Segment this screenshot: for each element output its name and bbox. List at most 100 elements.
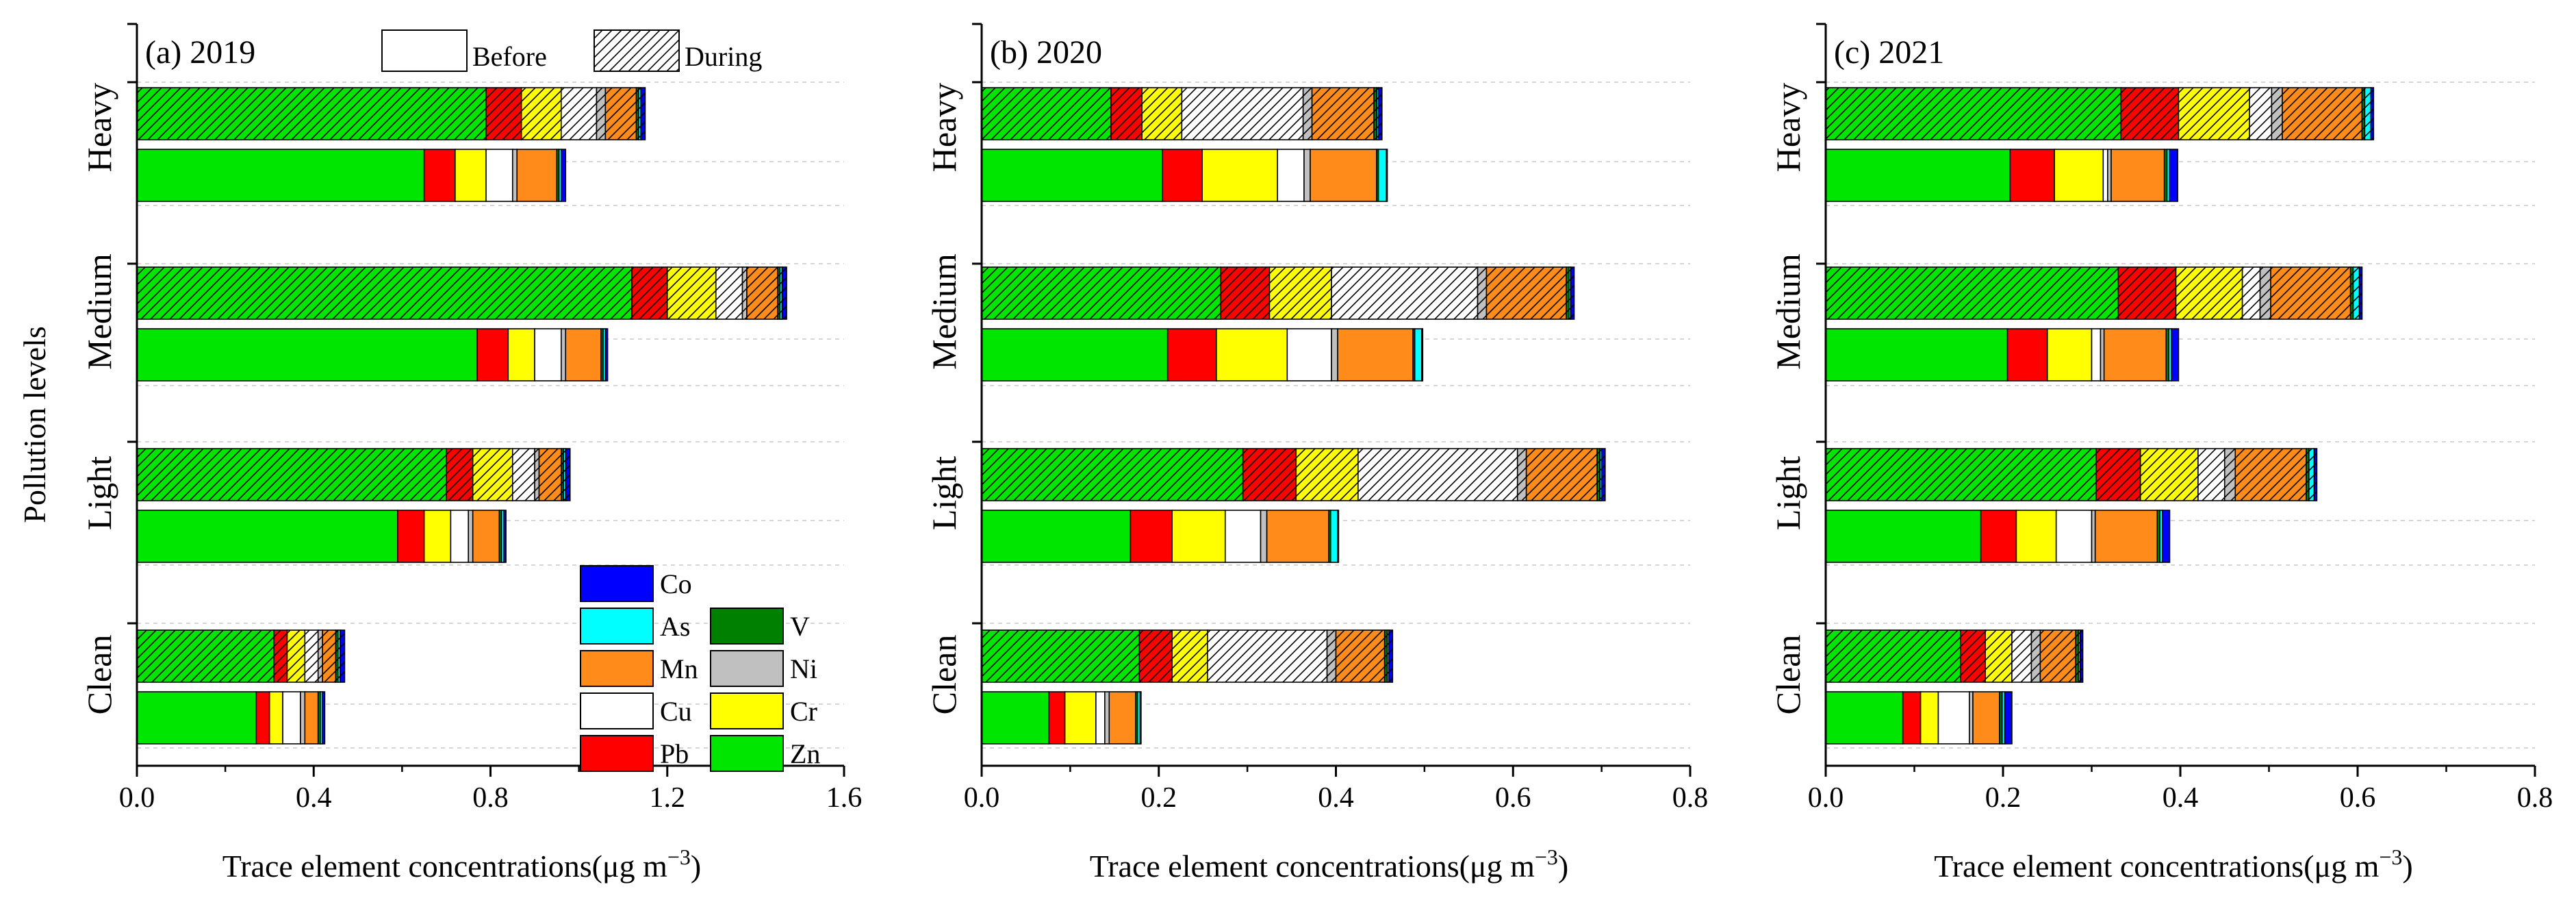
- panel-2: Heavy Medium Light Clean 0.0 0.2 0.4 0.6 0.8 (b) …: [925, 23, 1708, 884]
- legend-pb-swatch: [580, 735, 654, 772]
- legend-co-label: Co: [660, 568, 692, 599]
- x-tick-label: 0.0: [964, 782, 1000, 814]
- x-tick-label: 0.2: [1985, 782, 2022, 814]
- bar-hatch-v: [2350, 267, 2354, 319]
- x-tick-label: 0.2: [1141, 782, 1177, 814]
- bar-hatch-v: [561, 449, 564, 501]
- bar-hatch-cu: [1357, 449, 1518, 501]
- bar-hatch-cr: [1985, 630, 2012, 682]
- bar-segment-cr: [2015, 510, 2057, 563]
- legend-before-swatch: [381, 29, 468, 72]
- bar-segment-cr: [1201, 149, 1278, 202]
- x-tick-label: 0.0: [119, 782, 155, 814]
- bar-segment-co: [1139, 691, 1142, 745]
- category-label: Medium: [1769, 253, 1807, 370]
- bar-hatch-pb: [2118, 267, 2176, 319]
- bar-segment-zn: [1825, 149, 2011, 202]
- legend-cu-swatch: [580, 692, 654, 729]
- bar-hatch-v: [2076, 630, 2079, 682]
- bar-segment-cu: [1937, 691, 1970, 745]
- legend-before-label: Before: [472, 41, 547, 72]
- bar-segment-cr: [1171, 510, 1226, 563]
- bar-hatch-co: [2371, 88, 2374, 140]
- bar-hatch-as: [1377, 88, 1379, 140]
- bar-segment-zn: [136, 328, 478, 382]
- x-tick-label: 0.6: [1495, 782, 1531, 814]
- bar-segment-cu: [1095, 691, 1106, 745]
- bar-hatch-cr: [667, 267, 716, 319]
- bar-segment-co: [2004, 691, 2013, 745]
- bar-hatch-as: [337, 630, 340, 682]
- bar-segment-mn: [2110, 149, 2165, 202]
- bar-segment-zn: [981, 328, 1169, 382]
- x-tick-label: 0.4: [2163, 782, 2199, 814]
- category-label: Heavy: [80, 83, 118, 173]
- bar-segment-co: [2171, 328, 2180, 382]
- bar-segment-zn: [136, 149, 425, 202]
- bar-hatch-mn: [322, 630, 336, 682]
- legend-zn-swatch: [710, 735, 784, 772]
- bar-hatch-co: [2080, 630, 2083, 682]
- bar-hatch-cr: [1269, 267, 1332, 319]
- bar-hatch-mn: [1336, 630, 1385, 682]
- bar-hatch-ni: [1303, 88, 1312, 140]
- legend-cr-swatch: [710, 692, 784, 729]
- bar-segment-pb: [255, 691, 270, 745]
- bar-segment-co: [1421, 328, 1424, 382]
- bar-hatch-v: [636, 88, 639, 140]
- legend-pb-label: Pb: [660, 738, 689, 769]
- bar-segment-pb: [1048, 691, 1066, 745]
- bar-segment-cu: [485, 149, 513, 202]
- x-tick-label: 0.6: [2340, 782, 2376, 814]
- bar-hatch-co: [1378, 88, 1382, 140]
- panel-1: Heavy Medium Light Clean 0.0 0.4 0.8 1.2 1.6 (a) …: [80, 23, 862, 884]
- x-tick-label: 0.8: [472, 782, 509, 814]
- bar-segment-pb: [1980, 510, 2017, 563]
- bar-segment-mn: [472, 510, 500, 563]
- bar-segment-zn: [1825, 328, 2008, 382]
- bar-segment-cu: [2055, 510, 2093, 563]
- bar-segment-cr: [423, 510, 452, 563]
- bar-segment-co: [322, 691, 326, 745]
- bar-hatch-zn: [982, 449, 1243, 501]
- bar-hatch-cu: [1182, 88, 1303, 140]
- legend-ni-swatch: [710, 650, 784, 687]
- bar-hatch-cr: [521, 88, 561, 140]
- bar-segment-mn: [565, 328, 602, 382]
- bar-hatch-cr: [1172, 630, 1208, 682]
- bar-hatch-cu: [2197, 449, 2225, 501]
- category-label: Light: [80, 456, 118, 530]
- bar-segment-co: [2162, 510, 2171, 563]
- bar-hatch-co: [1570, 267, 1574, 319]
- x-axis-title: Trace element concentrations(μg m−3): [1090, 845, 1569, 884]
- bar-segment-zn: [981, 510, 1132, 563]
- legend-cu-label: Cu: [660, 696, 692, 727]
- bar-segment-co: [604, 328, 609, 382]
- bar-segment-mn: [1108, 691, 1136, 745]
- bar-hatch-cu: [1207, 630, 1327, 682]
- bar-hatch-cr: [1296, 449, 1358, 501]
- bar-hatch-mn: [2282, 88, 2362, 140]
- bar-hatch-ni: [2224, 449, 2236, 501]
- bar-hatch-as: [1600, 449, 1602, 501]
- bar-hatch-co: [1389, 630, 1393, 682]
- bar-hatch-pb: [1242, 449, 1297, 501]
- category-label: Medium: [925, 253, 963, 370]
- bar-hatch-mn: [539, 449, 561, 501]
- bar-hatch-cu: [2249, 88, 2272, 140]
- legend-v-label: V: [790, 611, 810, 642]
- bar-hatch-as: [2364, 88, 2371, 140]
- bar-segment-co: [560, 149, 567, 202]
- panels: Heavy Medium Light Clean 0.0 0.4 0.8 1.2 1.6 (a) …: [80, 23, 2553, 884]
- bar-hatch-co: [2359, 267, 2362, 319]
- bar-segment-cr: [1064, 691, 1097, 745]
- bar-hatch-zn: [982, 267, 1221, 319]
- bar-hatch-cr: [472, 449, 513, 501]
- bar-hatch-zn: [137, 630, 275, 682]
- bar-hatch-as: [1387, 630, 1390, 682]
- bar-segment-as: [1377, 149, 1388, 202]
- bar-hatch-co: [641, 88, 646, 140]
- bar-segment-ni: [1331, 328, 1338, 382]
- bar-hatch-ni: [535, 449, 539, 501]
- x-tick-label: 0.4: [1318, 782, 1354, 814]
